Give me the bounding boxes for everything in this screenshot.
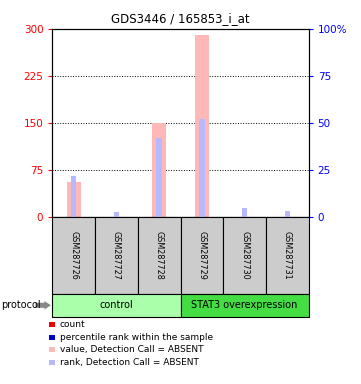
Text: STAT3 overexpression: STAT3 overexpression — [191, 300, 298, 310]
Text: GSM287727: GSM287727 — [112, 231, 121, 280]
Text: GSM287731: GSM287731 — [283, 231, 292, 280]
Bar — [67, 182, 81, 217]
Bar — [284, 211, 290, 217]
Text: GDS3446 / 165853_i_at: GDS3446 / 165853_i_at — [111, 12, 250, 25]
Text: GSM287729: GSM287729 — [197, 231, 206, 280]
Bar — [242, 209, 247, 217]
Text: control: control — [100, 300, 133, 310]
Bar — [199, 119, 205, 217]
Text: rank, Detection Call = ABSENT: rank, Detection Call = ABSENT — [60, 358, 199, 367]
Bar — [152, 123, 166, 217]
Bar — [195, 35, 209, 217]
Text: protocol: protocol — [1, 300, 40, 310]
Text: GSM287728: GSM287728 — [155, 231, 164, 280]
Bar — [71, 175, 77, 217]
Text: percentile rank within the sample: percentile rank within the sample — [60, 333, 213, 342]
Bar — [114, 212, 119, 217]
Bar — [156, 138, 162, 217]
Text: GSM287726: GSM287726 — [69, 231, 78, 280]
Text: value, Detection Call = ABSENT: value, Detection Call = ABSENT — [60, 345, 203, 354]
Text: GSM287730: GSM287730 — [240, 231, 249, 280]
Text: count: count — [60, 320, 85, 329]
